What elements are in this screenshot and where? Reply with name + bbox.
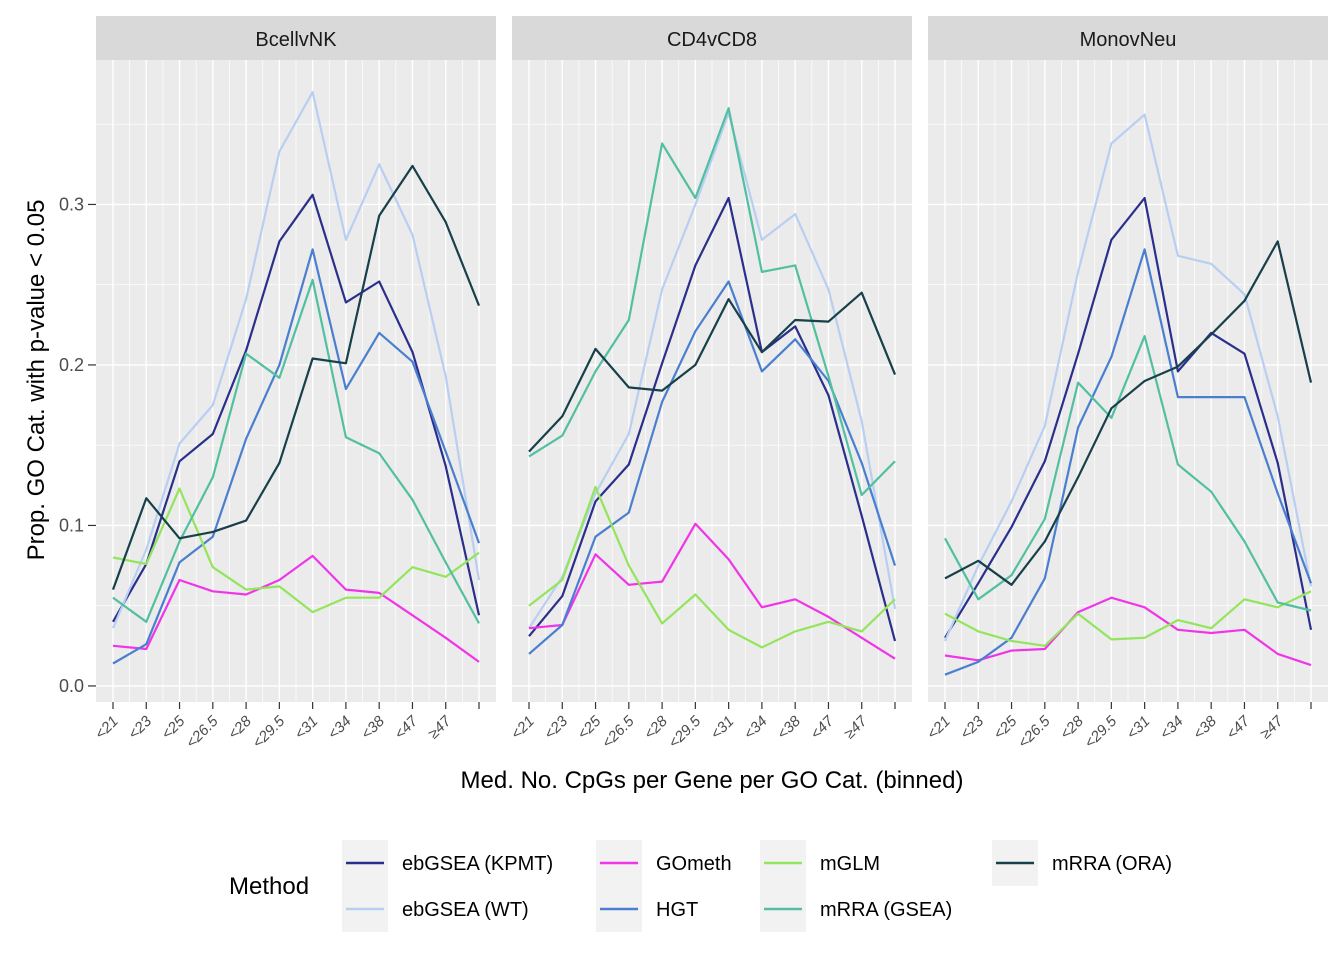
series-line-ebgsea-wt [943, 113, 1313, 642]
x-tick-label: <34 [1157, 713, 1187, 743]
x-tick-label: <21 [924, 713, 954, 743]
legend-item-mrra-ora: mRRA (ORA) [992, 840, 1172, 886]
x-tick-label: <47 [1223, 712, 1253, 742]
panel-title: BcellvNK [255, 29, 337, 51]
x-tick-label: <29.5 [1081, 712, 1120, 751]
x-tick-label: <38 [358, 712, 388, 742]
x-tick-label: ≥47 [425, 712, 455, 742]
x-tick-label: <29.5 [665, 712, 704, 751]
legend-item-mrra-gsea: mRRA (GSEA) [760, 886, 952, 932]
legend-title: Method [229, 873, 309, 900]
panel-series [111, 90, 481, 665]
legend-item-ebgsea-kpmt: ebGSEA (KPMT) [342, 840, 553, 886]
series-line-mglm [528, 485, 896, 649]
x-axis-title: Med. No. CpGs per Gene per GO Cat. (binn… [461, 767, 964, 794]
x-tick-label: <47 [391, 712, 421, 742]
legend-item-ebgsea-wt: ebGSEA (WT) [342, 886, 529, 932]
panel-title: MonovNeu [1080, 29, 1177, 51]
x-tick-label: <38 [1190, 712, 1220, 742]
x-tick-label: <26.5 [599, 712, 638, 751]
legend-label: mRRA (GSEA) [820, 899, 952, 921]
x-tick-label: <23 [957, 712, 987, 742]
series-line-hgt [944, 248, 1313, 676]
series-line-mglm [944, 590, 1312, 647]
legend-label: HGT [656, 899, 698, 921]
series-line-mrra-gsea [528, 107, 896, 497]
x-tick-label: <38 [774, 712, 804, 742]
x-tick-label: <23 [541, 712, 571, 742]
panel-grid [512, 60, 912, 702]
y-axis: 0.0 0.1 0.2 0.3 [59, 194, 96, 696]
chart-panels: BcellvNK <21 <23 <25<26.5 <28<29.5 <31 <34 <38 <… [92, 16, 1328, 752]
series-line-mrra-gsea [112, 278, 480, 624]
x-tick-label: <23 [125, 712, 155, 742]
panel-cd4vcd8: CD4vCD8 <21 <23 <25<26.5 <28<29.5 <31 <34 <38 <4… [508, 16, 912, 752]
x-tick-label: <31 [291, 713, 321, 743]
panel-strip [512, 16, 912, 60]
series-line-mrra-gsea [944, 335, 1312, 612]
x-tick-label: ≥47 [841, 712, 871, 742]
series-line-gometh [112, 554, 480, 663]
x-axis: <21 <23 <25<26.5 <28<29.5 <31 <34 <38 <47 ≥47 [92, 702, 480, 752]
y-tick-label: 0.1 [59, 515, 84, 535]
x-axis: <21 <23 <25<26.5 <28<29.5 <31 <34 <38 <47 ≥47 [924, 702, 1312, 752]
x-tick-label: <34 [325, 713, 355, 743]
series-line-mglm [112, 487, 480, 614]
x-tick-label: <31 [707, 713, 737, 743]
legend-item-gometh: GOmeth [596, 840, 732, 886]
legend: Method ebGSEA (KPMT) ebGSEA (WT) GOmeth HGT m… [229, 840, 1172, 932]
series-line-ebgsea-kpmt [112, 193, 481, 623]
panel-monovneu: MonovNeu <21 <23 <25<26.5 <28<29.5 <31 <34 <38 <… [924, 16, 1328, 752]
series-line-mrra-ora [528, 291, 897, 453]
legend-label: GOmeth [656, 853, 732, 875]
x-tick-label: <26.5 [183, 712, 222, 751]
series-line-ebgsea-kpmt [528, 196, 897, 642]
series-line-mrra-ora [111, 164, 481, 590]
legend-label: ebGSEA (WT) [402, 899, 529, 921]
series-line-ebgsea-kpmt [944, 196, 1313, 639]
x-tick-label: <34 [741, 713, 771, 743]
x-tick-label: <21 [508, 713, 538, 743]
x-tick-label: <26.5 [1015, 712, 1054, 751]
series-line-hgt [112, 248, 481, 665]
legend-label: mRRA (ORA) [1052, 853, 1172, 875]
y-tick-label: 0.3 [59, 194, 84, 214]
legend-item-hgt: HGT [596, 886, 698, 932]
y-axis-title: Prop. GO Cat. with p-value < 0.05 [23, 200, 50, 561]
x-tick-label: <31 [1123, 713, 1153, 743]
x-axis: <21 <23 <25<26.5 <28<29.5 <31 <34 <38 <47 ≥47 [508, 702, 896, 752]
legend-item-mglm: mGLM [760, 840, 880, 886]
series-line-ebgsea-wt [528, 111, 897, 629]
x-tick-label: <29.5 [249, 712, 288, 751]
panel-series [943, 113, 1313, 676]
x-tick-label: ≥47 [1257, 712, 1287, 742]
x-tick-label: <21 [92, 713, 122, 743]
series-line-ebgsea-wt [111, 90, 481, 629]
series-line-gometh [528, 522, 896, 660]
y-tick-label: 0.2 [59, 355, 84, 375]
series-line-mrra-ora [944, 240, 1313, 586]
panel-series [528, 107, 897, 660]
legend-label: ebGSEA (KPMT) [402, 853, 553, 875]
legend-label: mGLM [820, 853, 880, 875]
panel-bcellvnk: BcellvNK <21 <23 <25<26.5 <28<29.5 <31 <34 <38 <… [92, 16, 496, 752]
panel-strip [96, 16, 496, 60]
x-tick-label: <47 [807, 712, 837, 742]
panel-grid [928, 60, 1328, 702]
series-line-gometh [944, 596, 1312, 667]
y-tick-label: 0.0 [59, 676, 84, 696]
panel-strip [928, 16, 1328, 60]
panel-title: CD4vCD8 [667, 29, 757, 51]
